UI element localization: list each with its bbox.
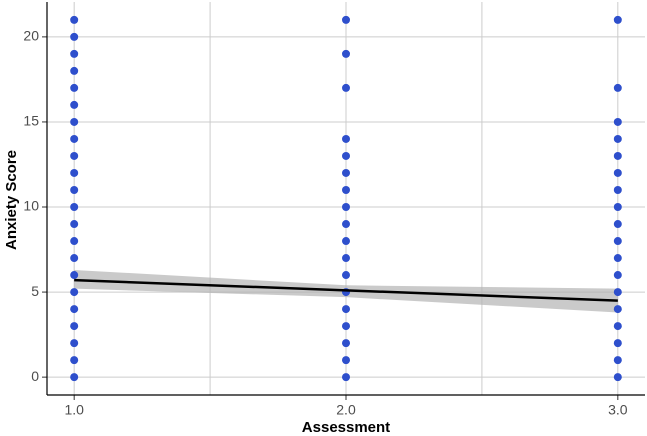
point [70,117,79,126]
point [70,237,79,246]
point [70,49,79,58]
point [613,356,622,365]
point [342,168,350,177]
x-tick-label: 2.0 [336,402,356,418]
point [342,373,350,382]
point [70,288,79,297]
point [613,271,622,280]
point [613,83,622,92]
point [613,168,622,177]
point [70,322,79,331]
point [342,322,350,331]
x-axis-title: Assessment [302,419,390,436]
point [342,305,350,314]
point [613,185,622,194]
point [70,66,79,75]
point [342,151,350,160]
point [613,322,622,331]
point [70,254,79,263]
point [342,83,350,92]
point [70,203,79,212]
point [342,49,350,58]
point [70,305,79,314]
point [70,339,79,348]
point [613,288,622,297]
point [342,356,350,365]
point [70,373,79,382]
point [342,220,350,229]
point [613,220,622,229]
y-tick-label: 5 [31,283,39,299]
point [70,151,79,160]
point [342,254,350,263]
point [613,339,622,348]
point [342,203,350,212]
y-tick-label: 10 [23,198,39,214]
y-tick-label: 15 [23,113,39,129]
point [613,151,622,160]
point [342,15,350,24]
point [70,356,79,365]
fit-line [74,278,618,302]
y-axis-title: Anxiety Score [3,150,20,250]
point [342,271,350,280]
point [613,373,622,382]
point [613,305,622,314]
point [70,15,79,24]
point [70,168,79,177]
point [613,203,622,212]
point [613,254,622,263]
point [70,134,79,143]
y-tick-label: 0 [31,368,39,384]
point [70,32,79,41]
y-tick-label: 20 [23,28,39,44]
point [342,237,350,246]
point [70,220,79,229]
x-tick-label: 3.0 [608,402,628,418]
point [613,134,622,143]
point [342,185,350,194]
point [70,100,79,109]
point [613,237,622,246]
point [613,117,622,126]
point [70,83,79,92]
x-tick-label: 1.0 [64,402,84,418]
point [70,271,79,280]
point [342,339,350,348]
point [613,15,622,24]
point [70,185,79,194]
point [342,134,350,143]
